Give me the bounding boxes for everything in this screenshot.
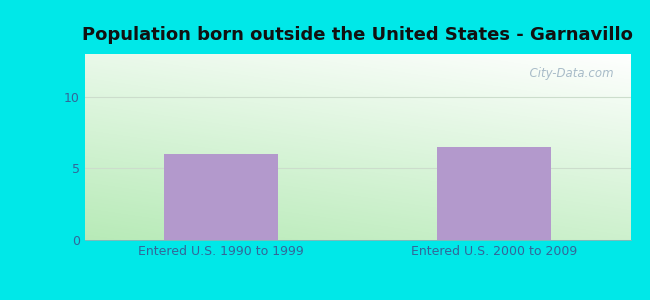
Text: City-Data.com: City-Data.com: [523, 67, 614, 80]
Bar: [164, 154, 278, 240]
Bar: [437, 147, 551, 240]
Title: Population born outside the United States - Garnavillo: Population born outside the United State…: [82, 26, 633, 44]
